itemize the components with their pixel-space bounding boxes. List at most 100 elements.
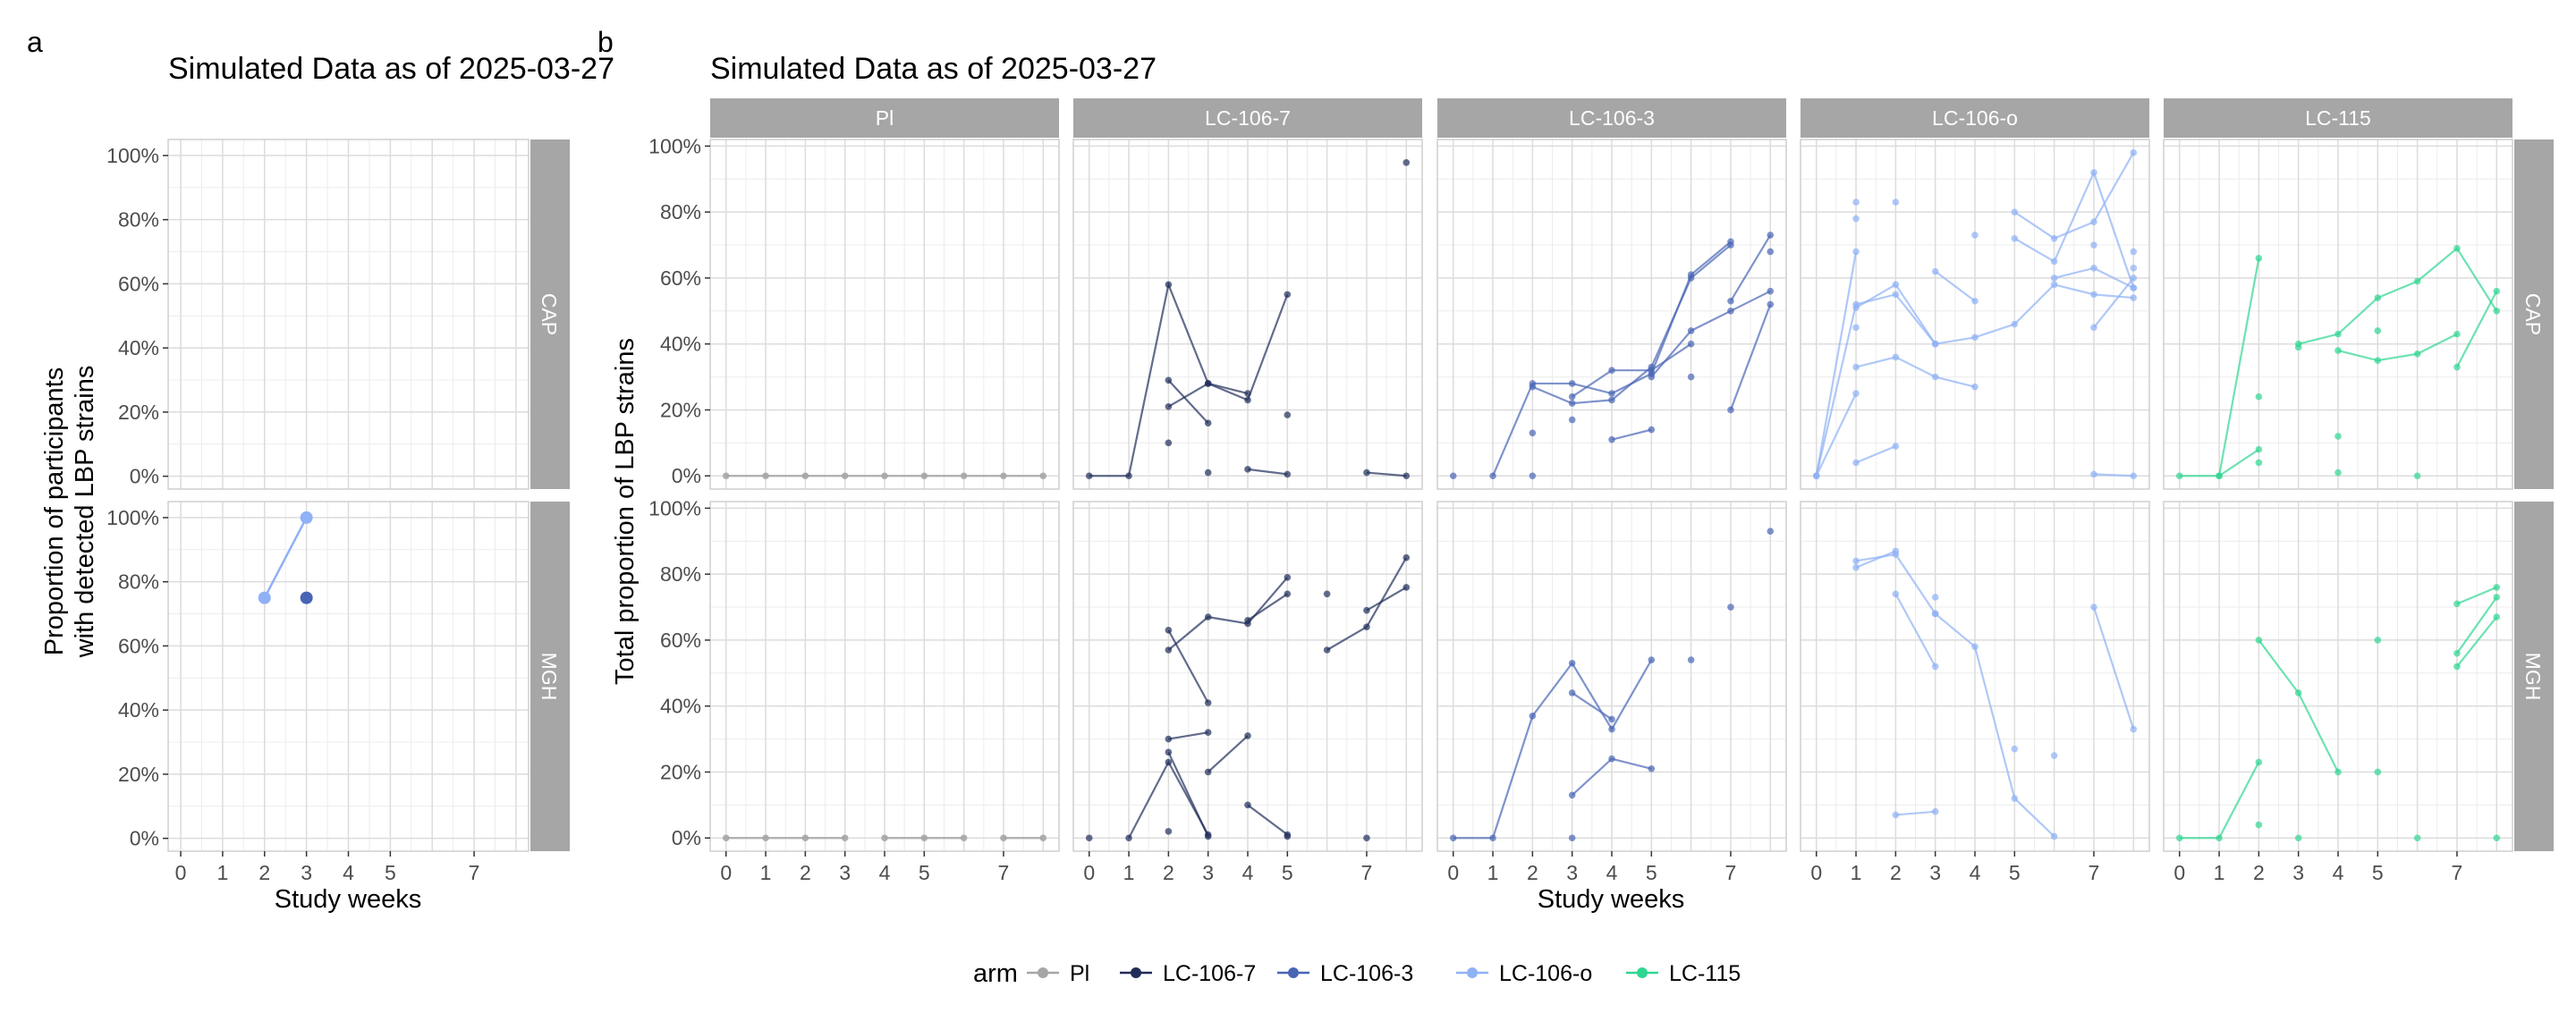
x-tick-label: 2 [258, 861, 270, 884]
data-point [2255, 393, 2263, 401]
data-point [2090, 291, 2097, 299]
x-tick-label: 0 [1083, 861, 1095, 884]
legend-key-point [1131, 967, 1141, 978]
data-point [1244, 390, 1251, 397]
data-point [2130, 284, 2138, 291]
data-point [2374, 637, 2382, 644]
panel-b-Pl-MGH: 0% 20% 40% 60% 80% 100% 0 1 2 3 4 5 7 [648, 496, 1060, 884]
legend-key-point [1288, 967, 1299, 978]
data-point [1489, 834, 1496, 842]
data-point [1165, 402, 1173, 410]
data-point [1284, 411, 1292, 418]
x-tick-label: 5 [2009, 861, 2021, 884]
data-point [300, 511, 313, 524]
data-point [2050, 234, 2058, 242]
x-tick-label: 5 [1646, 861, 1657, 884]
data-point [1363, 834, 1370, 842]
y-tick-label: 20% [118, 401, 159, 424]
column-strip [1801, 98, 2149, 138]
data-point [2374, 357, 2382, 364]
legend-items: Pl LC-106-7 LC-106-3 LC-106-o LC-115 [1027, 961, 1741, 986]
column-strip-label: LC-115 [2305, 106, 2371, 130]
data-point [1363, 469, 1370, 477]
series-line [1572, 692, 1613, 721]
column-strip-label: LC-106-o [1932, 106, 2018, 130]
series-line [2337, 333, 2458, 362]
data-point [1727, 406, 1734, 414]
series-line [1167, 577, 1289, 651]
data-point [1085, 834, 1093, 842]
x-tick-label: 3 [301, 861, 312, 884]
series-line [1730, 234, 1772, 302]
data-point [1204, 729, 1212, 737]
data-point [1489, 472, 1496, 480]
data-point [2255, 821, 2263, 829]
data-point [2090, 265, 2097, 272]
data-point [1687, 656, 1695, 663]
column-strip [2164, 98, 2512, 138]
data-point [1608, 755, 1615, 763]
data-point [1449, 472, 1457, 480]
x-tick-label: 2 [1527, 861, 1538, 884]
y-tick-label: 60% [118, 272, 159, 295]
column-strip-label: Pl [876, 106, 894, 130]
series-line [1815, 251, 1858, 477]
panel-a-y-axis-title-line-2: with detected LBP strains [71, 366, 99, 659]
data-point [1323, 646, 1331, 654]
data-point [2255, 254, 2263, 262]
x-tick-label: 0 [175, 861, 187, 884]
legend-item-pl: Pl [1027, 961, 1089, 986]
panel-b-row-mgh-label: MGH [2521, 653, 2545, 701]
series-line [1894, 593, 1936, 667]
data-point [1244, 616, 1251, 624]
series-line [1167, 751, 1209, 837]
legend-item-label: Pl [1070, 961, 1089, 986]
series-line [1168, 731, 1208, 740]
panel-b-y-axis-title: Total proportion of LBP strains [611, 338, 640, 685]
data-point [1648, 426, 1656, 434]
x-tick-label: 3 [1566, 861, 1578, 884]
x-tick-label: 2 [2253, 861, 2265, 884]
data-point [1000, 472, 1007, 480]
panel-b-LC-106-3-MGH: 0 1 2 3 4 5 7 [1436, 501, 1787, 884]
data-point [1767, 528, 1775, 535]
data-point [1568, 416, 1576, 424]
x-tick-label: 5 [2372, 861, 2384, 884]
series-line [1855, 356, 1976, 388]
data-point [1204, 832, 1212, 840]
panel-b-row-mgh-strip [2514, 502, 2554, 851]
data-point [1608, 396, 1615, 404]
series-line [1855, 445, 1896, 464]
data-point [1449, 834, 1457, 842]
data-point [1892, 443, 1900, 450]
panel-border [167, 139, 530, 490]
data-point [1971, 333, 1979, 342]
data-point [1852, 363, 1860, 371]
y-tick-label: 0% [672, 464, 701, 487]
x-tick-label: 4 [1970, 861, 1981, 884]
series-line [1366, 586, 1407, 612]
series-line [1247, 468, 1288, 476]
data-point [1402, 472, 1411, 480]
facet-panels: 0%20%40%60%80%100%CAP0%20%40%60%80%100%0… [106, 98, 2554, 884]
x-tick-label: 3 [1929, 861, 1941, 884]
x-tick-label: 4 [343, 861, 354, 884]
data-point [1568, 393, 1576, 401]
y-tick-label: 80% [118, 208, 159, 232]
legend-item-lc-106-o: LC-106-o [1456, 961, 1592, 986]
data-point [1892, 811, 1900, 819]
legend-key-point [1637, 967, 1648, 978]
series-line [1207, 735, 1249, 773]
legend-item-lc-106-7: LC-106-7 [1120, 961, 1256, 986]
data-point [1971, 297, 1979, 305]
data-point [1165, 735, 1173, 743]
x-tick-label: 7 [2452, 861, 2463, 884]
panel-b-LC-115-MGH: 0 1 2 3 4 5 7 [2163, 501, 2513, 884]
data-point [841, 834, 849, 842]
panel-b-LC-106-7-MGH: 0 1 2 3 4 5 7 [1072, 501, 1423, 884]
y-tick-label: 40% [118, 336, 159, 359]
legend-item-lc-115: LC-115 [1626, 961, 1741, 986]
panel-b-x-axis-title: Study weeks [1538, 885, 1684, 914]
data-point [2050, 832, 2058, 840]
data-point [1852, 324, 1860, 332]
